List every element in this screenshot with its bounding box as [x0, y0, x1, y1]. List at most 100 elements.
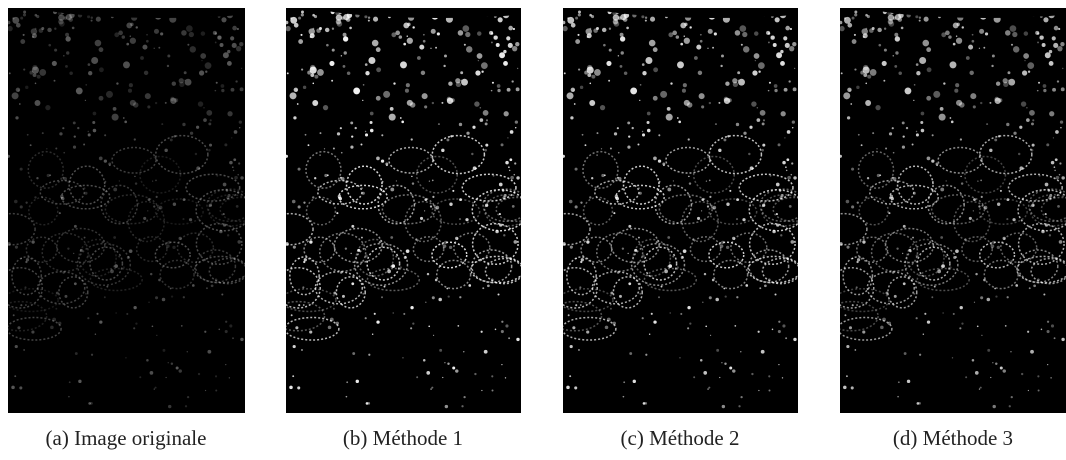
texture [446, 138, 449, 141]
texture [960, 138, 962, 140]
texture [25, 202, 27, 204]
texture [355, 127, 357, 129]
texture [700, 34, 702, 36]
texture [362, 100, 363, 101]
texture [905, 87, 912, 94]
texture [401, 121, 404, 124]
texture [123, 61, 130, 68]
texture [400, 117, 402, 119]
texture [114, 32, 119, 37]
texture [726, 203, 729, 206]
texture [793, 338, 796, 341]
texture [931, 296, 933, 298]
texture [88, 133, 91, 136]
texture [862, 240, 865, 243]
texture [20, 168, 23, 171]
texture [156, 196, 158, 198]
texture [851, 168, 854, 171]
texture [350, 253, 351, 254]
texture [314, 75, 318, 79]
texture [721, 362, 722, 363]
texture [634, 249, 637, 252]
texture [689, 323, 691, 325]
texture [54, 80, 56, 82]
texture [792, 121, 795, 124]
texture [206, 110, 212, 116]
texture [366, 402, 369, 405]
texture [689, 182, 691, 184]
texture [966, 56, 970, 60]
texture [606, 61, 611, 66]
texture [589, 83, 591, 85]
texture [365, 131, 366, 132]
texture [142, 45, 147, 50]
texture [400, 61, 407, 68]
texture [569, 375, 571, 377]
texture [35, 28, 37, 30]
texture [309, 240, 312, 243]
texture [1061, 338, 1064, 341]
texture [52, 318, 56, 322]
texture [839, 26, 844, 31]
texture [68, 396, 70, 398]
texture [983, 47, 985, 49]
texture [908, 249, 911, 252]
texture [473, 166, 477, 170]
texture [706, 180, 707, 181]
texture [794, 68, 795, 69]
texture [568, 314, 570, 316]
texture [941, 264, 945, 268]
texture [505, 161, 509, 165]
texture [298, 205, 301, 208]
texture [639, 192, 642, 195]
texture [720, 244, 724, 248]
texture [609, 49, 612, 52]
texture [390, 236, 393, 239]
texture [863, 65, 868, 70]
texture [61, 197, 64, 200]
texture [700, 219, 701, 220]
texture [759, 287, 761, 289]
texture [147, 210, 148, 211]
texture [1027, 331, 1029, 333]
texture [20, 17, 23, 20]
texture [207, 350, 211, 354]
texture [860, 71, 864, 75]
texture [722, 405, 725, 408]
texture [485, 204, 488, 207]
texture [133, 102, 138, 107]
texture [983, 279, 986, 282]
texture [189, 218, 192, 221]
texture [447, 363, 449, 365]
texture [718, 102, 720, 104]
texture [95, 334, 96, 335]
texture [1000, 366, 1003, 369]
texture [515, 42, 519, 46]
texture [865, 28, 867, 30]
texture [7, 242, 11, 246]
texture [952, 357, 953, 358]
texture [683, 83, 687, 87]
texture [215, 42, 217, 44]
texture [707, 388, 708, 389]
texture [786, 158, 789, 161]
texture [507, 137, 508, 138]
texture [154, 29, 159, 34]
texture [478, 60, 479, 61]
texture [645, 57, 652, 64]
texture [712, 47, 714, 49]
texture [164, 149, 167, 152]
texture [941, 32, 946, 37]
texture [314, 15, 317, 18]
texture [465, 32, 470, 37]
texture [973, 198, 976, 201]
texture [220, 43, 224, 47]
texture [762, 144, 765, 147]
texture [463, 351, 464, 352]
texture [1040, 35, 1044, 39]
texture [948, 35, 951, 38]
texture [162, 298, 166, 302]
texture [59, 132, 62, 135]
texture [995, 295, 997, 297]
texture [897, 181, 900, 184]
